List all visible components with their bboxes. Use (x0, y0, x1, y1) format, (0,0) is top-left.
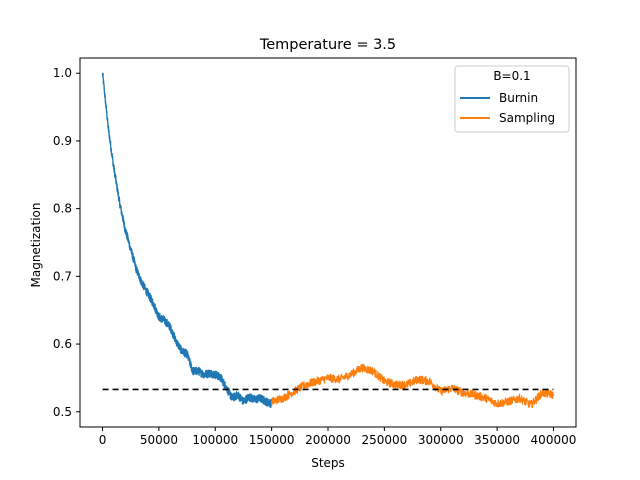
x-tick-label: 300000 (418, 433, 464, 447)
x-tick-label: 250000 (361, 433, 407, 447)
x-tick-label: 0 (99, 433, 107, 447)
y-tick-label: 1.0 (53, 66, 72, 80)
y-tick-label: 0.5 (53, 405, 72, 419)
x-tick-label: 100000 (192, 433, 238, 447)
y-tick-label: 0.9 (53, 134, 72, 148)
x-tick-label: 200000 (305, 433, 351, 447)
x-tick-label: 150000 (249, 433, 295, 447)
x-tick-label: 50000 (140, 433, 178, 447)
series-line-sampling (270, 363, 555, 409)
x-tick-label: 400000 (531, 433, 577, 447)
legend-label-burnin: Burnin (499, 91, 538, 105)
axes: 0 50000 100000 150000 200000 250000 300000 3500… (53, 57, 577, 447)
y-tick-label: 0.8 (53, 202, 72, 216)
y-tick-label: 0.7 (53, 269, 72, 283)
legend-label-sampling: Sampling (499, 111, 555, 125)
x-tick-label: 350000 (474, 433, 520, 447)
legend-box (454, 65, 570, 133)
x-axis-title: Steps (311, 456, 345, 470)
y-axis-title: Magnetization (29, 203, 43, 288)
plot-marks (101, 72, 555, 409)
y-tick-label: 0.6 (53, 337, 72, 351)
plot-area (101, 72, 555, 409)
legend: B=0.1 Burnin Sampling (454, 65, 570, 133)
chart-title: Temperature = 3.5 (259, 37, 396, 53)
series-line-burnin (101, 72, 273, 409)
legend-title: B=0.1 (493, 69, 530, 83)
